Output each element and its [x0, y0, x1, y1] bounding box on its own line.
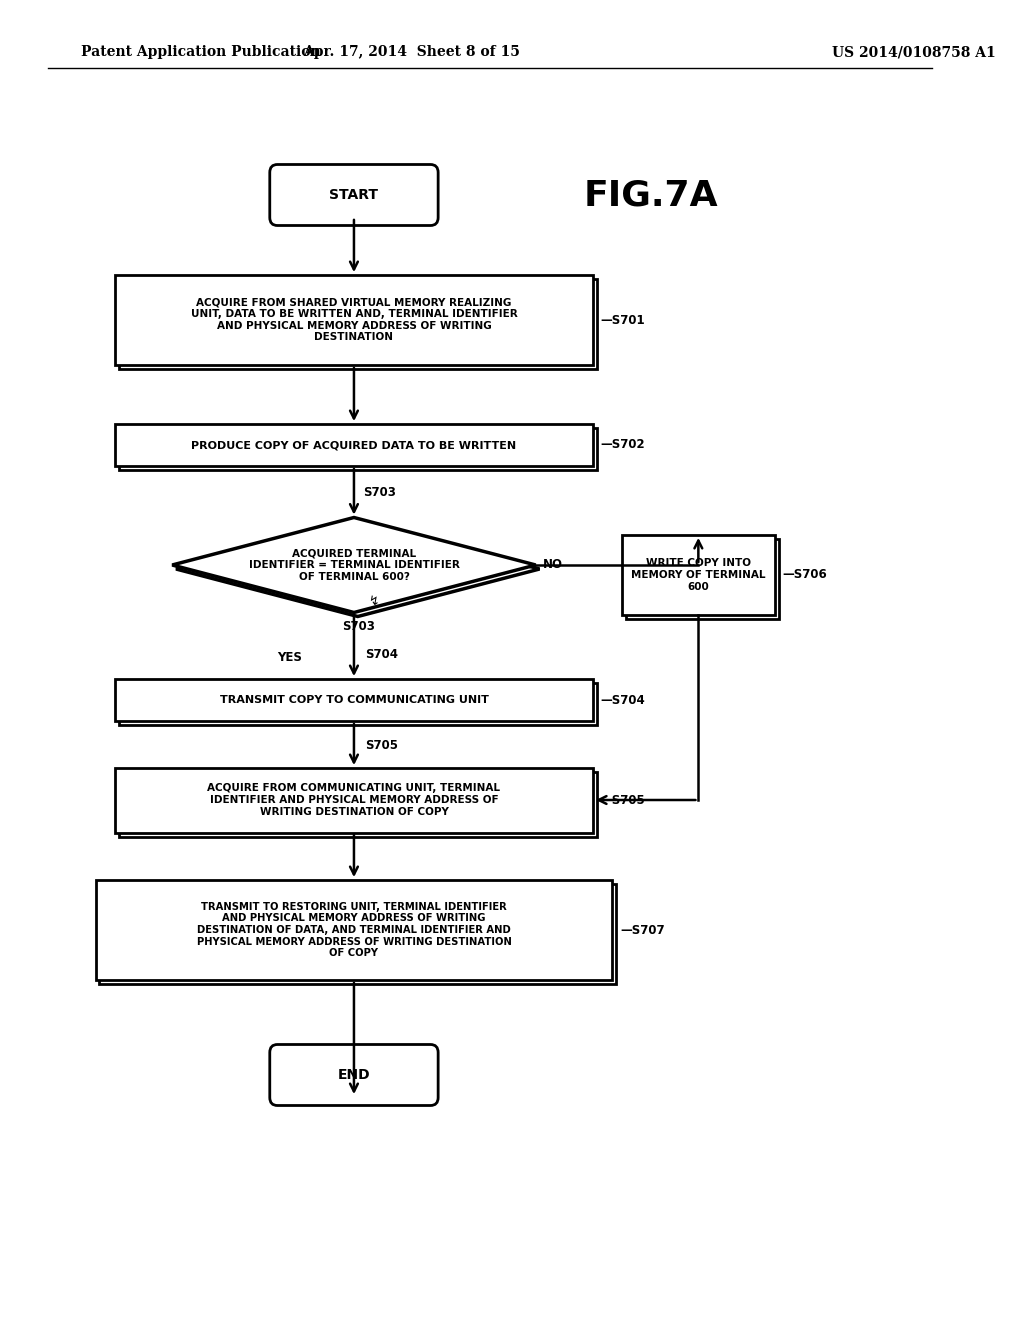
Text: TRANSMIT TO RESTORING UNIT, TERMINAL IDENTIFIER
AND PHYSICAL MEMORY ADDRESS OF W: TRANSMIT TO RESTORING UNIT, TERMINAL IDE…: [197, 902, 511, 958]
Text: —S707: —S707: [620, 924, 665, 936]
FancyBboxPatch shape: [269, 1044, 438, 1106]
Text: START: START: [330, 187, 379, 202]
Text: —S702: —S702: [601, 438, 645, 451]
Text: ACQUIRE FROM COMMUNICATING UNIT, TERMINAL
IDENTIFIER AND PHYSICAL MEMORY ADDRESS: ACQUIRE FROM COMMUNICATING UNIT, TERMINA…: [208, 783, 501, 817]
Bar: [626, 539, 778, 619]
Text: WRITE COPY INTO
MEMORY OF TERMINAL
600: WRITE COPY INTO MEMORY OF TERMINAL 600: [631, 558, 766, 591]
Text: Apr. 17, 2014  Sheet 8 of 15: Apr. 17, 2014 Sheet 8 of 15: [303, 45, 520, 59]
Text: —S706: —S706: [782, 569, 827, 582]
Text: FIG.7A: FIG.7A: [584, 178, 718, 213]
Text: PRODUCE COPY OF ACQUIRED DATA TO BE WRITTEN: PRODUCE COPY OF ACQUIRED DATA TO BE WRIT…: [191, 440, 516, 450]
FancyBboxPatch shape: [269, 165, 438, 226]
Bar: [622, 535, 775, 615]
Text: —S704: —S704: [601, 693, 645, 706]
Text: —S705: —S705: [601, 793, 645, 807]
Text: YES: YES: [278, 651, 302, 664]
Text: —S701: —S701: [601, 314, 645, 326]
Text: Patent Application Publication: Patent Application Publication: [81, 45, 321, 59]
Text: S704: S704: [366, 648, 398, 661]
Text: NO: NO: [544, 558, 563, 572]
Text: ↯: ↯: [369, 594, 379, 607]
Bar: [115, 767, 593, 833]
Bar: [115, 275, 593, 366]
Text: ACQUIRED TERMINAL
IDENTIFIER = TERMINAL IDENTIFIER
OF TERMINAL 600?: ACQUIRED TERMINAL IDENTIFIER = TERMINAL …: [249, 548, 460, 582]
Text: US 2014/0108758 A1: US 2014/0108758 A1: [833, 45, 996, 59]
Text: S703: S703: [364, 487, 396, 499]
Text: S703: S703: [342, 619, 376, 632]
Text: TRANSMIT COPY TO COMMUNICATING UNIT: TRANSMIT COPY TO COMMUNICATING UNIT: [219, 696, 488, 705]
Bar: [115, 678, 593, 721]
Bar: [119, 771, 597, 837]
Text: END: END: [338, 1068, 371, 1082]
Text: ACQUIRE FROM SHARED VIRTUAL MEMORY REALIZING
UNIT, DATA TO BE WRITTEN AND, TERMI: ACQUIRE FROM SHARED VIRTUAL MEMORY REALI…: [190, 297, 517, 342]
Polygon shape: [172, 517, 536, 612]
Bar: [115, 424, 593, 466]
Bar: [119, 682, 597, 725]
Bar: [99, 884, 616, 983]
Bar: [119, 279, 597, 370]
Text: S705: S705: [366, 739, 398, 752]
Bar: [119, 428, 597, 470]
Bar: [95, 880, 612, 979]
